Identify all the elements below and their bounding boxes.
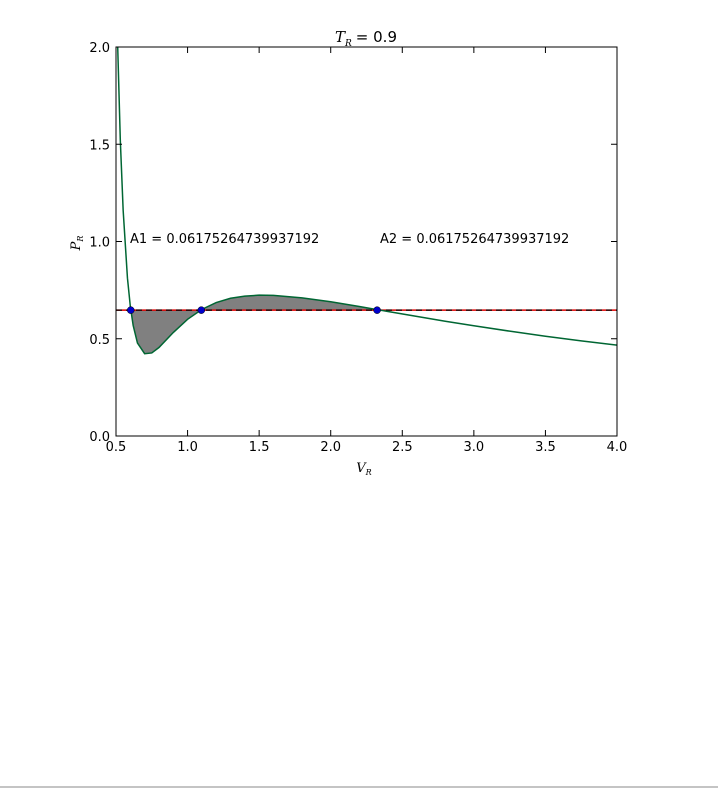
y-tick-label: 0.0 xyxy=(89,430,110,445)
x-tick-label: 3.5 xyxy=(535,440,556,455)
x-label-symbol: V xyxy=(356,461,367,476)
intersection-point xyxy=(126,306,135,314)
title-subscript: R xyxy=(344,39,352,49)
y-tick-label: 2.0 xyxy=(89,41,110,56)
plot-area xyxy=(116,47,617,355)
y-label-symbol: P xyxy=(69,241,84,251)
x-tick-label: 2.0 xyxy=(320,440,341,455)
x-tick-label: 1.0 xyxy=(177,440,198,455)
title-symbol: T xyxy=(335,28,346,46)
x-tick-label: 2.5 xyxy=(392,440,413,455)
x-tick-label: 4.0 xyxy=(607,440,628,455)
y-tick-label: 0.5 xyxy=(89,333,110,348)
y-label-subscript: R xyxy=(76,236,85,243)
chart-title: TR = 0.9 xyxy=(335,28,397,49)
x-tick-label: 1.5 xyxy=(249,440,270,455)
x-tick-label: 3.0 xyxy=(464,440,485,455)
area-annotation: A1 = 0.06175264739937192 xyxy=(130,232,319,247)
y-tick-label: 1.0 xyxy=(89,236,110,251)
x-label-subscript: R xyxy=(365,468,372,477)
y-tick-label: 1.5 xyxy=(89,138,110,153)
isotherm-line xyxy=(116,47,617,355)
area-annotation: A2 = 0.06175264739937192 xyxy=(380,232,569,247)
x-tick-label: 0.5 xyxy=(106,440,127,455)
y-axis-label: PR xyxy=(69,236,85,252)
intersection-point xyxy=(197,306,206,314)
title-text: = 0.9 xyxy=(356,28,397,46)
intersection-point xyxy=(373,306,381,314)
x-axis-label: VR xyxy=(356,461,371,477)
